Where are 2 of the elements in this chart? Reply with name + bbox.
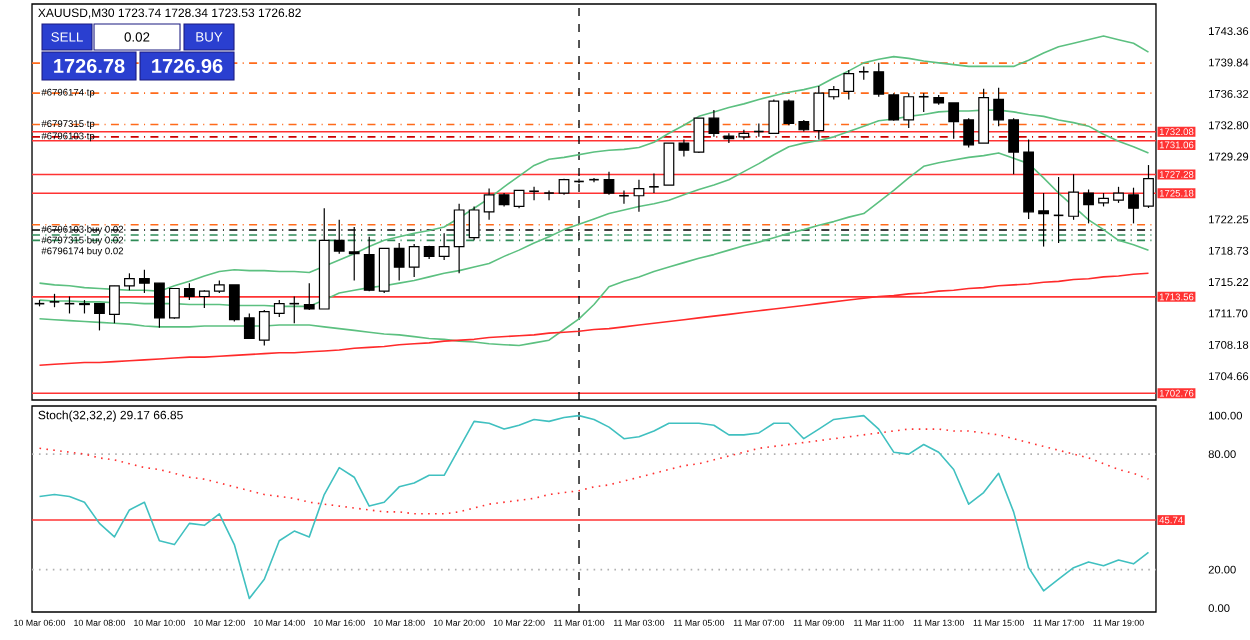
annotation: 1726.96 [152, 58, 223, 74]
annotation: 1726.78 [54, 58, 125, 74]
